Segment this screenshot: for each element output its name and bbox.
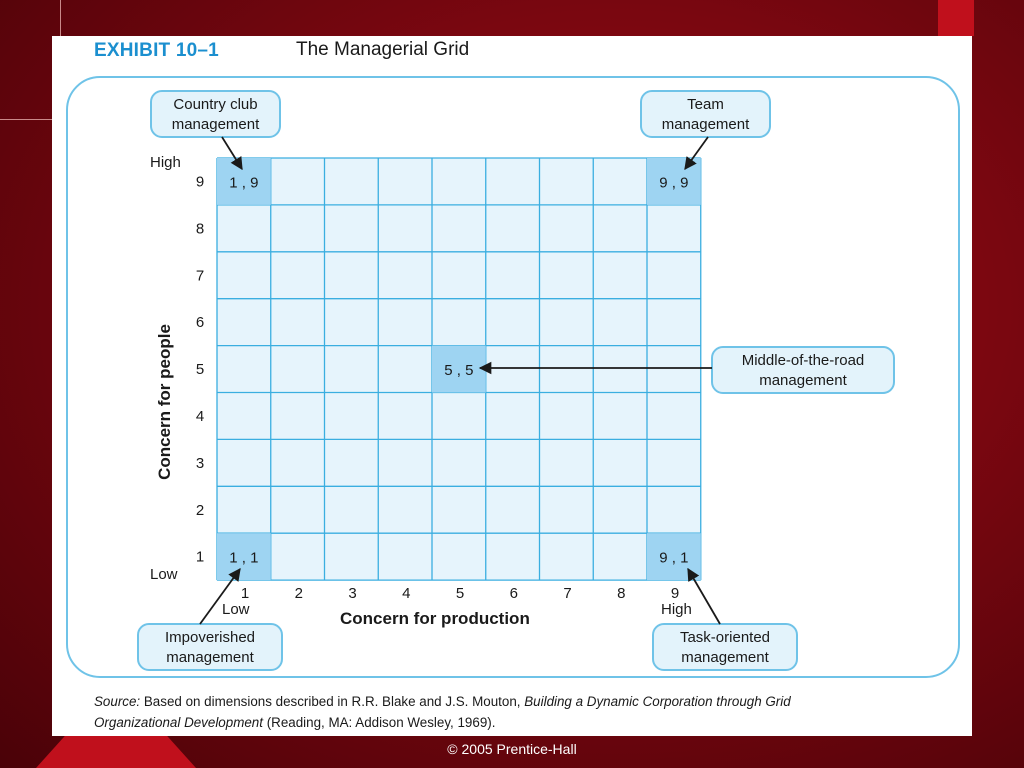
callout-impoverished: Impoverished management <box>137 623 283 671</box>
arrow-task-oriented <box>687 567 721 625</box>
callout-task-oriented: Task-oriented management <box>652 623 798 671</box>
highlighted-cell <box>432 345 486 393</box>
x-tick-label: 7 <box>563 585 571 602</box>
cell-label: 5 , 5 <box>444 362 473 379</box>
arrow-impoverished <box>199 567 241 625</box>
x-tick-label: 1 <box>241 585 249 602</box>
managerial-grid-diagram: 1 , 9 9 , 9 5 , 5 1 , 1 9 , 1 1 2 3 4 5 6 7 8 9 1 2 3 4 5… <box>137 90 895 671</box>
cell-label: 9 , 1 <box>659 550 688 567</box>
x-tick-label: 4 <box>402 585 410 602</box>
y-tick-label: 5 <box>196 361 204 378</box>
source-prefix: Source: <box>94 694 141 709</box>
callout-team: Team management <box>640 90 771 138</box>
callout-country-club: Country club management <box>150 90 281 138</box>
callout-country-club-line1: Country club <box>173 96 257 113</box>
x-tick-label: 2 <box>295 585 303 602</box>
copyright-footer: © 2005 Prentice-Hall <box>447 741 577 757</box>
arrow-team <box>684 136 709 171</box>
decorative-horizontal-line <box>0 119 52 120</box>
cell-label: 1 , 1 <box>229 550 258 567</box>
y-tick-label: 6 <box>196 314 204 331</box>
arrow-country-club <box>221 136 243 171</box>
x-tick-label: 8 <box>617 585 625 602</box>
x-axis-title: Concern for production <box>340 609 530 628</box>
cell-label: 9 , 9 <box>659 174 688 191</box>
y-axis-high-label: High <box>150 154 181 171</box>
callout-team-line1: Team <box>687 96 724 113</box>
callout-task-oriented-line2: management <box>681 649 769 666</box>
source-citation: Source: Based on dimensions described in… <box>94 691 954 733</box>
x-tick-label: 5 <box>456 585 464 602</box>
callout-middle-road-line2: management <box>759 372 847 389</box>
y-tick-label: 9 <box>196 173 204 190</box>
x-axis-low-label: Low <box>222 601 250 618</box>
y-axis-title: Concern for people <box>155 324 174 480</box>
source-book-title-b: Organizational Development <box>94 715 263 730</box>
axis-ticks: 1 2 3 4 5 6 7 8 9 1 2 3 4 5 6 7 8 9 <box>196 173 679 602</box>
x-tick-label: 3 <box>348 585 356 602</box>
source-text-2: (Reading, MA: Addison Wesley, 1969). <box>262 715 496 730</box>
highlighted-cells: 1 , 9 9 , 9 5 , 5 1 , 1 9 , 1 <box>217 158 701 581</box>
callout-impoverished-line1: Impoverished <box>165 629 255 646</box>
highlighted-cell <box>217 533 271 581</box>
slide-content: EXHIBIT 10–1 The Managerial Grid 1 , 9 9 … <box>52 36 972 736</box>
diagram-frame <box>66 76 960 678</box>
source-text-1: Based on dimensions described in R.R. Bl… <box>140 694 525 709</box>
callout-middle-road-line1: Middle-of-the-road <box>742 352 865 369</box>
decorative-red-square <box>938 0 974 36</box>
y-tick-label: 4 <box>196 408 204 425</box>
decorative-red-trapezoid <box>36 736 196 768</box>
x-axis-high-label: High <box>661 601 692 618</box>
y-tick-label: 8 <box>196 220 204 237</box>
source-book-title-a: Building a Dynamic Corporation through G… <box>524 694 791 709</box>
y-tick-label: 3 <box>196 455 204 472</box>
y-tick-label: 2 <box>196 502 204 519</box>
exhibit-title: The Managerial Grid <box>296 39 470 60</box>
callout-task-oriented-line1: Task-oriented <box>680 629 770 646</box>
highlighted-cell <box>217 158 271 205</box>
decorative-vertical-line <box>60 0 61 36</box>
callout-team-line2: management <box>662 116 750 133</box>
y-axis-low-label: Low <box>150 566 178 583</box>
callout-middle-road: Middle-of-the-road management <box>711 346 895 394</box>
y-tick-label: 7 <box>196 267 204 284</box>
x-tick-label: 6 <box>510 585 518 602</box>
x-tick-label: 9 <box>671 585 679 602</box>
exhibit-number: EXHIBIT 10–1 <box>94 40 219 61</box>
callout-country-club-line2: management <box>172 116 260 133</box>
cell-label: 1 , 9 <box>229 174 258 191</box>
y-tick-label: 1 <box>196 549 204 566</box>
callout-impoverished-line2: management <box>166 649 254 666</box>
